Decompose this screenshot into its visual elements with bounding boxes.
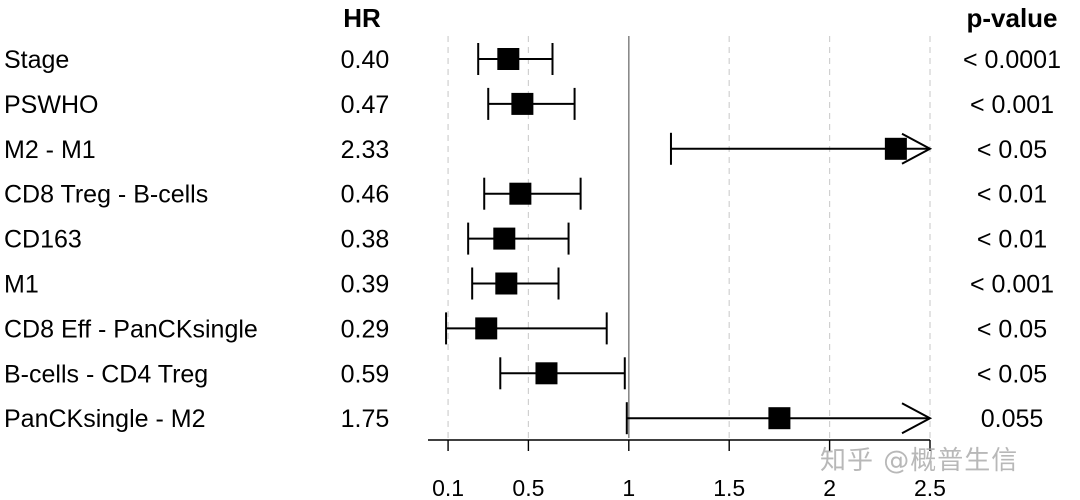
row-p-value: < 0.001 (970, 271, 1054, 299)
row-hr-value: 0.59 (341, 360, 390, 388)
hr-header: HR (343, 3, 381, 33)
hr-point (509, 182, 532, 205)
hr-point (768, 407, 791, 430)
x-axis: 0.1 0.5 1 1.5 2 2.5 (428, 439, 946, 500)
x-tick-label: 2.5 (914, 475, 946, 500)
row-hr-value: 0.47 (341, 91, 390, 119)
forest-row: M2 - M1 2.33 < 0.05 (4, 132, 1047, 165)
row-hr-value: 0.46 (341, 181, 390, 209)
forest-row: Stage 0.40 < 0.0001 (4, 43, 1061, 75)
row-hr-value: 2.33 (341, 136, 390, 164)
row-hr-value: 0.29 (341, 315, 390, 343)
row-label: CD8 Eff - PanCKsingle (4, 315, 258, 343)
hr-point (493, 227, 516, 250)
row-hr-value: 0.40 (341, 46, 390, 74)
x-tick-label: 0.1 (432, 475, 464, 500)
row-p-value: < 0.05 (977, 136, 1047, 164)
row-p-value: 0.055 (981, 405, 1044, 433)
forest-row: PSWHO 0.47 < 0.001 (4, 87, 1054, 120)
forest-row: CD8 Treg - B-cells 0.46 < 0.01 (4, 177, 1047, 210)
forest-row: M1 0.39 < 0.001 (4, 267, 1054, 300)
hr-point (884, 137, 907, 160)
row-p-value: < 0.05 (977, 360, 1047, 388)
row-p-value: < 0.0001 (963, 46, 1061, 74)
forest-row: PanCKsingle - M2 1.75 0.055 (4, 402, 1044, 435)
row-hr-value: 0.39 (341, 271, 390, 299)
ci-arrow (901, 402, 933, 435)
hr-point (495, 272, 518, 295)
forest-row: B-cells - CD4 Treg 0.59 < 0.05 (4, 357, 1047, 390)
row-hr-value: 0.38 (341, 226, 390, 254)
x-tick-label: 0.5 (512, 475, 544, 500)
x-tick-label: 1.5 (713, 475, 745, 500)
x-tick-label: 2 (823, 475, 836, 500)
row-label: M1 (4, 271, 39, 299)
hr-point (535, 362, 558, 385)
row-p-value: < 0.01 (977, 181, 1047, 209)
row-label: PSWHO (4, 91, 98, 119)
row-label: PanCKsingle - M2 (4, 405, 205, 433)
row-p-value: < 0.01 (977, 226, 1047, 254)
ci-arrow (901, 132, 933, 165)
pvalue-header: p-value (966, 3, 1057, 33)
watermark: 知乎 @概普生信 (820, 446, 1019, 476)
row-label: M2 - M1 (4, 136, 96, 164)
row-label: CD163 (4, 226, 82, 254)
row-label: Stage (4, 46, 69, 74)
row-hr-value: 1.75 (341, 405, 390, 433)
row-label: CD8 Treg - B-cells (4, 181, 208, 209)
hr-point (497, 48, 520, 70)
row-label: B-cells - CD4 Treg (4, 360, 208, 388)
hr-point (475, 317, 498, 340)
forest-row: CD8 Eff - PanCKsingle 0.29 < 0.05 (4, 312, 1047, 345)
row-p-value: < 0.05 (977, 315, 1047, 343)
hr-point (511, 92, 534, 115)
x-tick-label: 1 (622, 475, 635, 500)
forest-rows: Stage 0.40 < 0.0001 PSWHO 0.47 < 0.001 M2 - M1… (4, 43, 1061, 435)
forest-row: CD163 0.38 < 0.01 (4, 222, 1047, 255)
row-p-value: < 0.001 (970, 91, 1054, 119)
